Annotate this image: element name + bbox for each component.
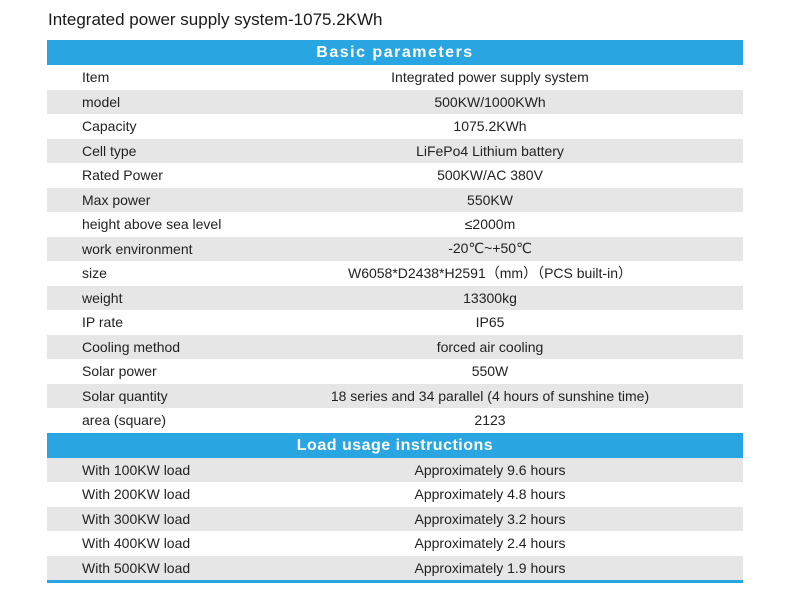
row-label: With 500KW load — [82, 559, 191, 576]
table-row-max-power: Max power 550KW — [47, 187, 743, 212]
table-row-item: Item Integrated power supply system — [47, 65, 743, 90]
row-label: Solar quantity — [82, 387, 168, 404]
table-row-ip-rate: IP rate IP65 — [47, 310, 743, 335]
basic-parameters-header: Basic parameters — [47, 40, 743, 65]
table-row-model: model 500KW/1000KWh — [47, 89, 743, 114]
load-usage-header: Load usage instructions — [47, 432, 743, 458]
row-label: weight — [82, 289, 123, 306]
row-label: Cooling method — [82, 338, 181, 355]
row-value: Approximately 3.2 hours — [414, 510, 566, 527]
row-value: 13300kg — [463, 289, 517, 306]
table-row-cooling-method: Cooling method forced air cooling — [47, 334, 743, 359]
table-row-altitude: height above sea level ≤2000m — [47, 212, 743, 237]
row-label: Max power — [82, 191, 151, 208]
row-label: height above sea level — [82, 216, 222, 233]
row-value: ≤2000m — [464, 216, 516, 233]
row-value: forced air cooling — [436, 338, 544, 355]
table-row-size: size W6058*D2438*H2591（mm）（PCS built-in） — [47, 261, 743, 286]
row-label: Cell type — [82, 142, 137, 159]
row-label: IP rate — [82, 314, 123, 331]
table-row-area: area (square) 2123 — [47, 408, 743, 433]
spec-table: Basic parameters Item Integrated power s… — [47, 40, 743, 583]
table-row-load-100kw: With 100KW load Approximately 9.6 hours — [47, 457, 743, 482]
row-value: Approximately 2.4 hours — [414, 535, 566, 552]
row-value: 2123 — [474, 412, 506, 429]
row-label: model — [82, 93, 121, 110]
row-label: work environment — [82, 240, 193, 257]
table-row-rated-power: Rated Power 500KW/AC 380V — [47, 163, 743, 188]
page-title: Integrated power supply system-1075.2KWh — [48, 10, 383, 29]
row-value: LiFePo4 Lithium battery — [416, 142, 564, 159]
table-row-solar-power: Solar power 550W — [47, 359, 743, 384]
row-value: 18 series and 34 parallel (4 hours of su… — [330, 387, 650, 404]
row-value: 1075.2KWh — [453, 118, 527, 135]
row-value: Approximately 1.9 hours — [414, 559, 566, 576]
table-row-load-200kw: With 200KW load Approximately 4.8 hours — [47, 482, 743, 507]
row-label: With 400KW load — [82, 535, 191, 552]
row-value: 500KW/1000KWh — [434, 93, 546, 110]
table-row-capacity: Capacity 1075.2KWh — [47, 114, 743, 139]
table-row-solar-quantity: Solar quantity 18 series and 34 parallel… — [47, 383, 743, 408]
row-value: 500KW/AC 380V — [437, 167, 543, 184]
row-value: Approximately 4.8 hours — [414, 486, 566, 503]
row-label: With 100KW load — [82, 461, 191, 478]
row-label: With 200KW load — [82, 486, 191, 503]
row-value: -20℃~+50℃ — [448, 240, 532, 257]
row-value: Approximately 9.6 hours — [414, 461, 566, 478]
row-label: With 300KW load — [82, 510, 191, 527]
row-label: Rated Power — [82, 167, 163, 184]
row-value: Integrated power supply system — [391, 69, 589, 86]
row-value: 550W — [471, 363, 509, 380]
table-row-load-300kw: With 300KW load Approximately 3.2 hours — [47, 506, 743, 531]
table-row-weight: weight 13300kg — [47, 285, 743, 310]
table-row-cell-type: Cell type LiFePo4 Lithium battery — [47, 138, 743, 163]
table-row-load-500kw: With 500KW load Approximately 1.9 hours — [47, 555, 743, 580]
bottom-rule — [47, 580, 743, 583]
row-label: Solar power — [82, 363, 157, 380]
row-label: Item — [82, 69, 110, 86]
row-label: area (square) — [82, 412, 167, 429]
row-value: IP65 — [475, 314, 505, 331]
row-value: W6058*D2438*H2591（mm）（PCS built-in） — [347, 265, 632, 282]
row-label: Capacity — [82, 118, 137, 135]
table-row-work-environment: work environment -20℃~+50℃ — [47, 236, 743, 261]
table-row-load-400kw: With 400KW load Approximately 2.4 hours — [47, 531, 743, 556]
row-value: 550KW — [467, 191, 513, 208]
row-label: size — [82, 265, 107, 282]
